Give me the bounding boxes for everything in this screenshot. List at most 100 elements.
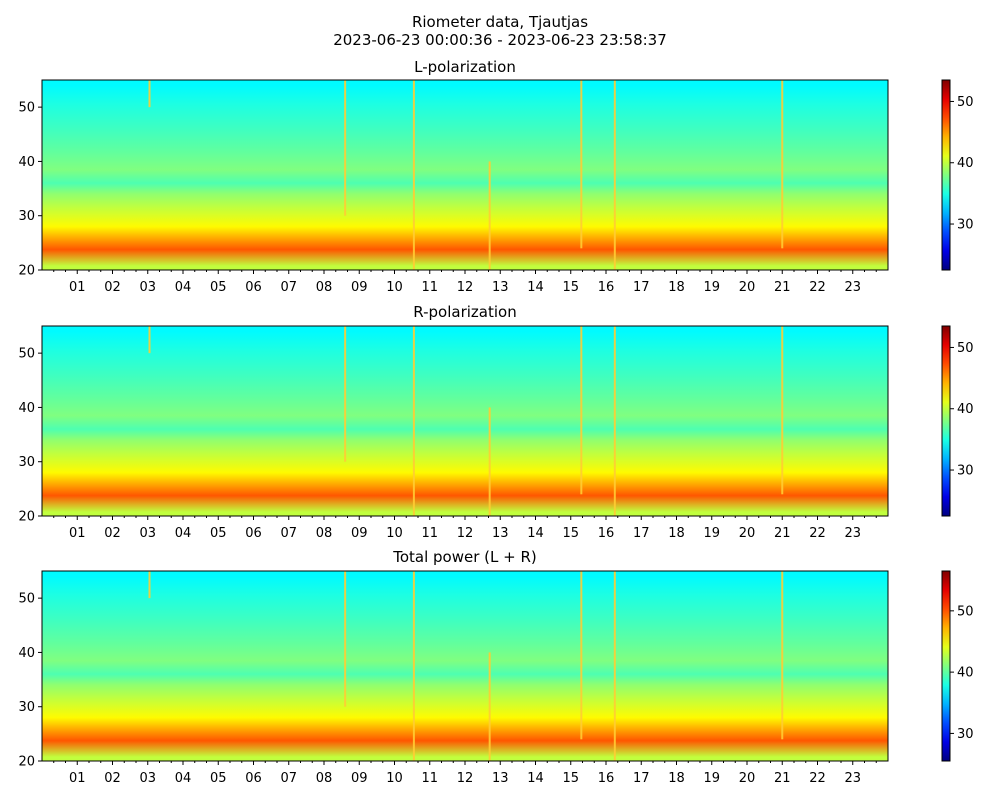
x-tick-label: 23 <box>844 280 861 295</box>
x-tick-label: 23 <box>844 771 861 786</box>
colorbar-tick-label: 50 <box>957 95 974 110</box>
x-tick-label: 13 <box>492 771 509 786</box>
x-tick-label: 06 <box>245 280 262 295</box>
heatmap-spike <box>488 407 491 516</box>
y-tick-label: 20 <box>18 510 35 525</box>
heatmap-spike <box>781 80 784 249</box>
colorbar <box>941 79 951 271</box>
x-tick-label: 14 <box>527 280 544 295</box>
x-tick-label: 11 <box>421 526 438 541</box>
x-tick-label: 22 <box>809 526 826 541</box>
y-tick-label: 40 <box>18 401 35 416</box>
y-tick-label: 20 <box>18 755 35 770</box>
y-tick-label: 30 <box>18 455 35 470</box>
x-tick-label: 19 <box>703 280 720 295</box>
x-tick-label: 05 <box>210 280 227 295</box>
x-tick-label: 04 <box>175 280 192 295</box>
panel-title-total-power: Total power (L + R) <box>393 548 537 566</box>
x-tick-label: 20 <box>739 771 756 786</box>
heatmap-spike <box>148 571 151 599</box>
y-tick-label: 50 <box>18 592 35 607</box>
colorbar-tick-label: 30 <box>957 727 974 742</box>
x-tick-label: 18 <box>668 771 685 786</box>
heatmap-panel-1: 20 30 40 50 01 02 03 04 05 06 07 08 09 10 11 12 13 14 15 16… <box>18 325 974 541</box>
x-tick-label: 10 <box>386 526 403 541</box>
heatmap-spike <box>344 571 347 707</box>
heatmap-spike <box>148 326 151 354</box>
x-tick-label: 02 <box>104 280 121 295</box>
heatmap-spike <box>613 80 616 270</box>
x-tick-label: 01 <box>69 771 86 786</box>
heatmap-spike <box>412 326 415 516</box>
x-tick-label: 20 <box>739 280 756 295</box>
heatmap-spike <box>344 80 347 216</box>
x-tick-label: 09 <box>351 771 368 786</box>
x-tick-label: 15 <box>562 526 579 541</box>
x-tick-label: 22 <box>809 771 826 786</box>
heatmap-spike <box>781 571 784 740</box>
heatmap-spike <box>580 571 583 740</box>
x-tick-label: 05 <box>210 771 227 786</box>
y-tick-label: 20 <box>18 264 35 279</box>
x-tick-label: 18 <box>668 280 685 295</box>
x-tick-label: 07 <box>280 771 297 786</box>
x-tick-label: 22 <box>809 280 826 295</box>
x-tick-label: 05 <box>210 526 227 541</box>
figure-title-line1: Riometer data, Tjautjas <box>411 13 589 31</box>
x-tick-label: 08 <box>316 771 333 786</box>
y-tick-label: 40 <box>18 646 35 661</box>
x-tick-label: 07 <box>280 526 297 541</box>
heatmap-spike <box>488 652 491 761</box>
x-tick-label: 13 <box>492 526 509 541</box>
colorbar-tick-label: 40 <box>957 156 974 171</box>
x-tick-label: 04 <box>175 771 192 786</box>
x-tick-label: 16 <box>598 771 615 786</box>
heatmap-spike <box>412 80 415 270</box>
heatmap-spike <box>412 571 415 761</box>
x-tick-label: 08 <box>316 526 333 541</box>
heatmap-spike <box>488 161 491 270</box>
heatmap-panel-0: 20 30 40 50 01 02 03 04 05 06 07 08 09 10 11 12 13 14 15 16… <box>18 79 974 295</box>
x-tick-label: 03 <box>139 280 156 295</box>
heatmap-spike <box>613 571 616 761</box>
x-tick-label: 08 <box>316 280 333 295</box>
x-tick-label: 11 <box>421 771 438 786</box>
colorbar-tick-label: 30 <box>957 464 974 479</box>
x-tick-label: 01 <box>69 526 86 541</box>
x-tick-label: 12 <box>457 771 474 786</box>
figure-title-line2: 2023-06-23 00:00:36 - 2023-06-23 23:58:3… <box>333 31 667 49</box>
x-tick-label: 11 <box>421 280 438 295</box>
x-tick-label: 06 <box>245 771 262 786</box>
x-tick-label: 09 <box>351 280 368 295</box>
x-tick-label: 19 <box>703 771 720 786</box>
x-tick-label: 09 <box>351 526 368 541</box>
x-tick-label: 10 <box>386 280 403 295</box>
heatmap-field <box>42 326 888 516</box>
x-tick-label: 21 <box>774 771 791 786</box>
heatmap-spike <box>580 326 583 495</box>
heatmap-spike <box>148 80 151 108</box>
x-tick-label: 13 <box>492 280 509 295</box>
x-tick-label: 02 <box>104 526 121 541</box>
x-tick-label: 20 <box>739 526 756 541</box>
x-tick-label: 03 <box>139 526 156 541</box>
x-tick-label: 03 <box>139 771 156 786</box>
heatmap-panel-2: 20 30 40 50 01 02 03 04 05 06 07 08 09 10 11 12 13 14 15 16… <box>18 570 974 786</box>
x-tick-label: 16 <box>598 280 615 295</box>
colorbar <box>941 325 951 517</box>
x-tick-label: 15 <box>562 771 579 786</box>
heatmap-spike <box>344 326 347 462</box>
x-tick-label: 07 <box>280 280 297 295</box>
panel-title-l-polarization: L-polarization <box>414 58 516 76</box>
x-tick-label: 14 <box>527 526 544 541</box>
x-tick-label: 19 <box>703 526 720 541</box>
x-tick-label: 23 <box>844 526 861 541</box>
x-tick-label: 06 <box>245 526 262 541</box>
colorbar <box>941 570 951 762</box>
x-tick-label: 04 <box>175 526 192 541</box>
y-tick-label: 50 <box>18 101 35 116</box>
x-tick-label: 02 <box>104 771 121 786</box>
colorbar-tick-label: 50 <box>957 341 974 356</box>
y-tick-label: 30 <box>18 209 35 224</box>
